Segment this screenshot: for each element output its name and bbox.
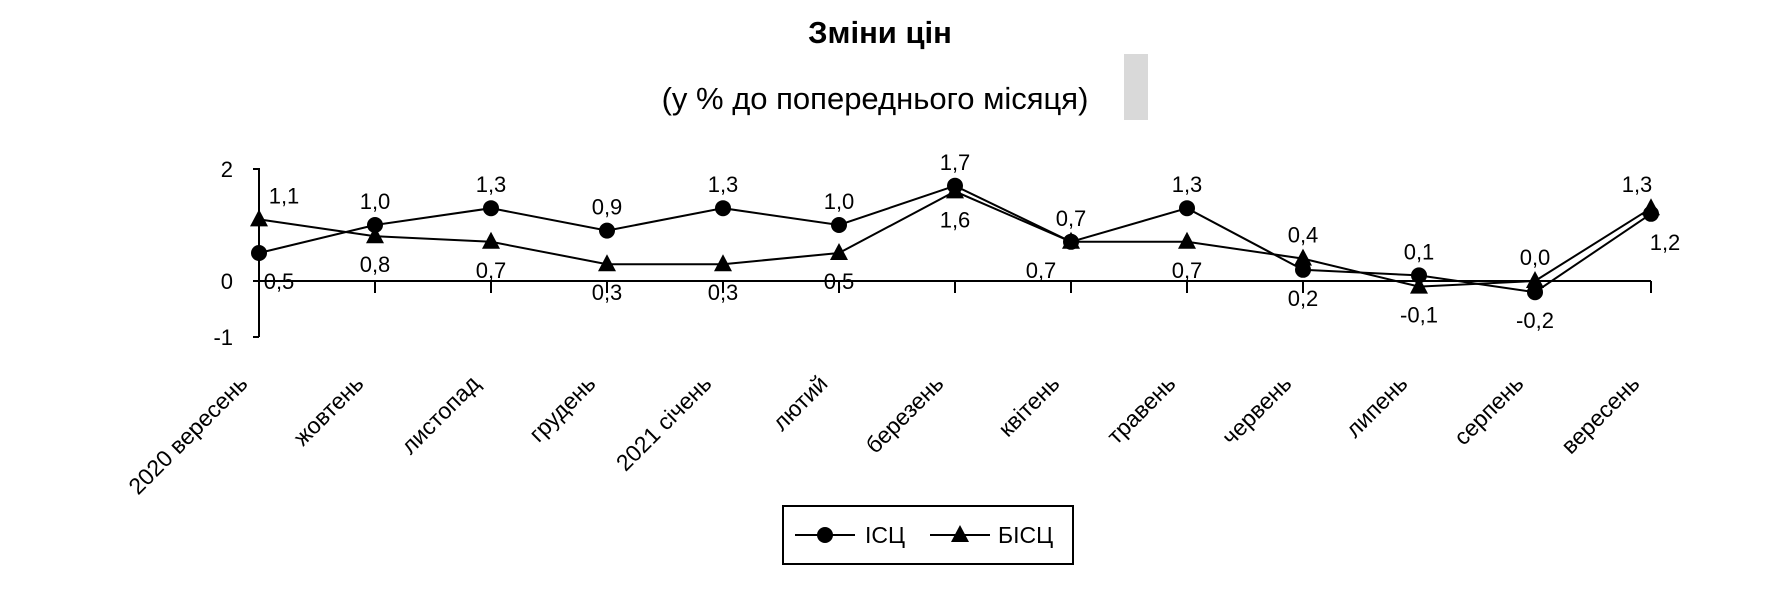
data-label: 0,3 xyxy=(708,280,739,305)
chart-subtitle: (у % до попереднього місяця) xyxy=(662,81,1089,116)
data-label: 0,7 xyxy=(1172,258,1203,283)
data-label: 0,2 xyxy=(1288,286,1319,311)
data-point xyxy=(483,200,499,217)
legend-marker-bisc xyxy=(951,525,969,542)
data-label: 1,3 xyxy=(476,172,507,197)
data-label: 1,6 xyxy=(940,207,971,232)
data-point xyxy=(598,254,616,272)
x-category-label: травень xyxy=(1102,370,1181,449)
data-label: 0,7 xyxy=(476,258,507,283)
data-label: 1,3 xyxy=(1622,172,1653,197)
data-point xyxy=(715,200,731,217)
data-point xyxy=(1178,231,1196,249)
x-category-label: липень xyxy=(1340,370,1412,442)
data-label: 0,4 xyxy=(1288,223,1319,248)
data-point xyxy=(830,243,848,260)
series-bisc xyxy=(250,181,1660,294)
data-label: 0,3 xyxy=(592,280,623,305)
data-label: 0,5 xyxy=(264,269,295,294)
data-label: 0,0 xyxy=(1520,245,1551,270)
data-label: 1,3 xyxy=(1172,172,1203,197)
x-category-label: березень xyxy=(860,370,948,458)
data-point xyxy=(946,181,964,199)
legend: ІСЦ БІСЦ xyxy=(782,505,1074,565)
data-point xyxy=(1526,271,1544,288)
data-point xyxy=(366,226,384,244)
data-point xyxy=(482,231,500,249)
x-category-label: грудень xyxy=(524,370,601,447)
data-label: 1,1 xyxy=(269,183,300,208)
legend-label-isc: ІСЦ xyxy=(865,522,905,548)
x-category-label: листопад xyxy=(396,370,485,459)
data-point xyxy=(1410,276,1428,294)
y-tick-label: 2 xyxy=(221,157,233,182)
legend-label-bisc: БІСЦ xyxy=(998,522,1053,548)
data-point xyxy=(1295,261,1311,278)
data-point xyxy=(1062,231,1080,249)
data-point xyxy=(831,217,847,233)
data-point xyxy=(599,222,615,239)
x-category-label: червень xyxy=(1217,370,1297,450)
data-point xyxy=(250,209,268,227)
x-category-label: квітень xyxy=(993,370,1065,442)
data-label: 0,8 xyxy=(360,252,391,277)
data-point xyxy=(251,245,267,261)
chart-title: Зміни цін xyxy=(808,15,952,50)
data-label: 1,2 xyxy=(1650,230,1681,255)
data-point xyxy=(1179,200,1195,217)
data-label: 1,3 xyxy=(708,172,739,197)
data-label: -0,2 xyxy=(1516,308,1554,333)
data-point xyxy=(714,254,732,272)
data-point xyxy=(1527,284,1543,301)
x-category-label: вересень xyxy=(1556,370,1645,459)
series-layer xyxy=(250,177,1660,301)
x-category-label: жовтень xyxy=(288,370,368,450)
y-tick-labels: -1 0 2 xyxy=(213,157,233,350)
data-point xyxy=(1294,248,1312,266)
x-category-label: 2020 вересень xyxy=(123,370,252,499)
legend-marker-isc xyxy=(817,527,833,543)
x-category-label: 2021 січень xyxy=(611,370,717,476)
data-label: 0,7 xyxy=(1026,258,1057,283)
data-label: 0,1 xyxy=(1404,239,1435,264)
x-category-label: серпень xyxy=(1449,370,1529,450)
data-labels: 0,5 1,1 1,0 0,8 1,3 0,7 0,9 0,3 1,3 0,3 1,0 0,5 1,7 1… xyxy=(264,150,1681,333)
x-category-labels: 2020 вересень жовтень листопад грудень 2021 … xyxy=(123,370,1644,500)
data-point xyxy=(1642,198,1660,216)
data-point xyxy=(367,217,383,233)
y-tick-label: 0 xyxy=(221,269,233,294)
series-line xyxy=(258,184,1652,294)
data-point xyxy=(1411,267,1427,284)
x-category-label: лютий xyxy=(767,370,832,435)
data-label: 1,7 xyxy=(940,150,971,175)
series-line xyxy=(258,190,1652,288)
data-label: 0,5 xyxy=(824,269,855,294)
y-tick-label: -1 xyxy=(213,325,233,350)
data-label: 0,9 xyxy=(592,195,623,220)
data-label: 0,7 xyxy=(1056,206,1087,231)
data-label: 1,0 xyxy=(824,189,855,214)
data-label: -0,1 xyxy=(1400,303,1438,328)
subtitle-highlight xyxy=(1124,54,1148,120)
data-label: 1,0 xyxy=(360,189,391,214)
